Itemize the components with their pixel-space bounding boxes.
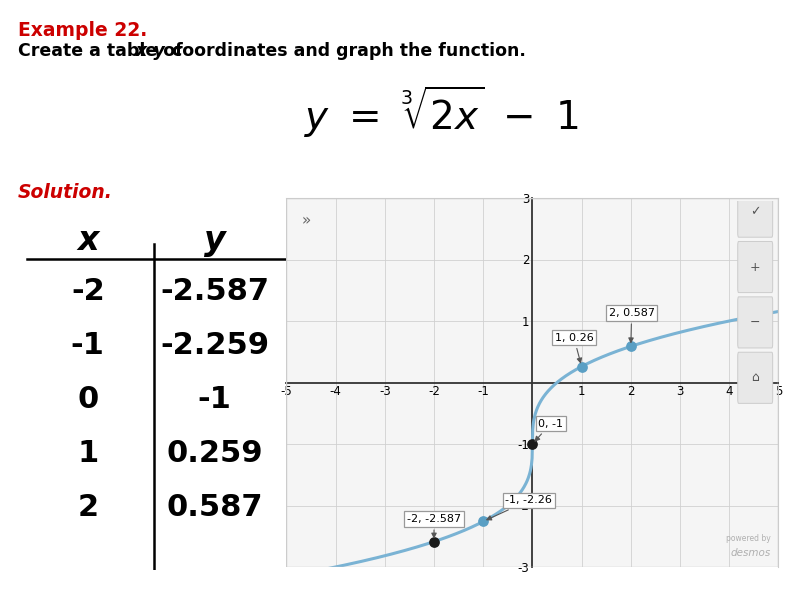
Text: -2: -2 — [71, 277, 105, 305]
Point — [427, 537, 440, 547]
Text: -1, -2.26: -1, -2.26 — [487, 496, 552, 520]
Text: 1, 0.26: 1, 0.26 — [554, 332, 594, 362]
Text: ✓: ✓ — [750, 205, 761, 218]
Text: -2.587: -2.587 — [160, 277, 270, 305]
Text: x: x — [77, 224, 98, 257]
Text: 0: 0 — [77, 385, 98, 413]
FancyBboxPatch shape — [738, 297, 773, 348]
Text: -1: -1 — [71, 331, 105, 359]
Text: coordinates and graph the function.: coordinates and graph the function. — [166, 42, 526, 60]
Text: y: y — [204, 224, 226, 257]
Text: −: − — [750, 316, 761, 329]
Text: +: + — [750, 260, 761, 274]
Text: desmos: desmos — [730, 548, 771, 558]
Text: -2.259: -2.259 — [160, 331, 270, 359]
Text: 2, 0.587: 2, 0.587 — [609, 308, 654, 343]
Text: 2: 2 — [77, 493, 98, 521]
Bar — [286, 198, 778, 567]
Point — [526, 439, 539, 449]
FancyBboxPatch shape — [738, 241, 773, 293]
Text: Create a table of: Create a table of — [18, 42, 188, 60]
Point — [477, 517, 490, 526]
Text: »: » — [302, 213, 311, 228]
Text: -1: -1 — [198, 385, 232, 413]
Text: $\mathit{y}\ =\ \sqrt[3]{2\mathit{x}}\ -\ 1$: $\mathit{y}\ =\ \sqrt[3]{2\mathit{x}}\ -… — [304, 84, 578, 140]
Text: 0.259: 0.259 — [166, 439, 263, 467]
Text: 0, -1: 0, -1 — [535, 419, 563, 441]
Point — [624, 341, 637, 351]
Text: ⌂: ⌂ — [751, 371, 759, 384]
Text: -2, -2.587: -2, -2.587 — [407, 514, 461, 538]
Text: 1: 1 — [77, 439, 98, 467]
Text: Solution.: Solution. — [18, 183, 113, 202]
Text: powered by: powered by — [726, 534, 771, 543]
FancyBboxPatch shape — [738, 352, 773, 403]
Text: 0.587: 0.587 — [166, 493, 263, 521]
Text: x-y: x-y — [136, 42, 166, 60]
Text: Example 22.: Example 22. — [18, 21, 147, 40]
Point — [575, 362, 588, 371]
FancyBboxPatch shape — [738, 186, 773, 237]
